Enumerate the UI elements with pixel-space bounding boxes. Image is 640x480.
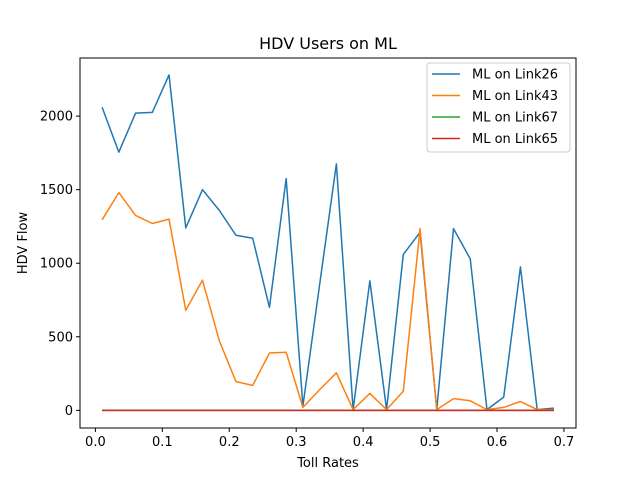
- series-line-2: [101, 191, 554, 411]
- x-tick-label: 0.2: [219, 435, 240, 450]
- x-tick-label: 0.7: [554, 435, 575, 450]
- legend-box: [426, 62, 571, 153]
- y-tick-label: 0: [65, 404, 73, 419]
- x-tick-label: 0.0: [85, 435, 106, 450]
- legend: ML on Link26 ML on Link43 ML on Link67 ML o…: [426, 62, 571, 153]
- series-layer: [101, 74, 554, 412]
- plot-frame: [79, 57, 577, 429]
- x-tick-label: 0.6: [487, 435, 508, 450]
- x-tick-label: 0.5: [420, 435, 441, 450]
- series-line-1: [101, 74, 554, 411]
- x-axis-ticks: 0.0 0.1 0.2 0.3 0.4 0.5 0.6 0.7: [85, 428, 574, 450]
- y-tick-label: 2000: [40, 110, 73, 125]
- legend-label-3: ML on Link67: [472, 111, 558, 126]
- chart-title: HDV Users on ML: [259, 34, 397, 53]
- y-tick-label: 500: [48, 330, 73, 345]
- y-axis-ticks: 0 500 1000 1500 2000: [40, 110, 80, 419]
- legend-label-4: ML on Link65: [472, 132, 558, 147]
- x-tick-label: 0.4: [353, 435, 374, 450]
- x-axis-label: Toll Rates: [296, 456, 359, 471]
- legend-label-1: ML on Link26: [472, 68, 558, 83]
- legend-items: ML on Link26 ML on Link43 ML on Link67 ML o…: [432, 68, 558, 147]
- y-tick-label: 1500: [40, 183, 73, 198]
- x-tick-label: 0.3: [286, 435, 307, 450]
- x-tick-label: 0.1: [152, 435, 173, 450]
- y-axis-label: HDV Flow: [16, 212, 31, 275]
- legend-label-2: ML on Link43: [472, 89, 558, 104]
- y-tick-label: 1000: [40, 257, 73, 272]
